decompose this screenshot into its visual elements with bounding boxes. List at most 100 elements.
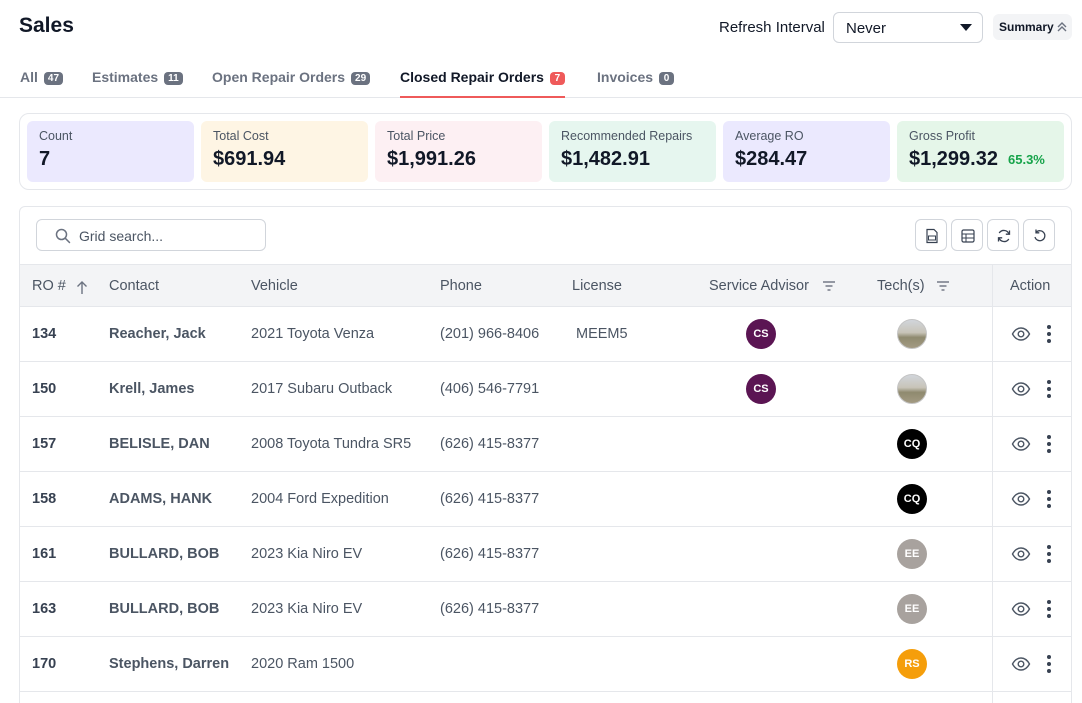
- reset-grid-button[interactable]: [1023, 219, 1055, 251]
- tech-avatar: EE: [897, 539, 927, 569]
- tech-avatar: CQ: [897, 429, 927, 459]
- filter-icon[interactable]: [936, 280, 950, 292]
- summary-toggle-button[interactable]: Summary: [993, 14, 1072, 40]
- more-options-icon[interactable]: [1044, 653, 1054, 675]
- column-header-license[interactable]: License: [572, 278, 622, 294]
- column-header-vehicle[interactable]: Vehicle: [251, 278, 298, 294]
- vehicle: 2004 Ford Expedition: [251, 491, 389, 507]
- sort-ascending-icon: [77, 281, 87, 294]
- ro-number[interactable]: 158: [32, 491, 57, 507]
- tech-avatar: CQ: [897, 484, 927, 514]
- undo-icon: [1034, 229, 1046, 242]
- view-eye-icon[interactable]: [1011, 599, 1031, 619]
- tech-avatar: RS: [897, 649, 927, 679]
- vehicle: 2023 Kia Niro EV: [251, 546, 363, 562]
- tab-label: Estimates: [92, 69, 159, 85]
- kpi-value: $284.47: [735, 148, 808, 170]
- kpi-percentage: 65.3%: [1008, 152, 1045, 167]
- refresh-grid-button[interactable]: [987, 219, 1019, 251]
- page-header: Sales Refresh Interval Never Summary: [0, 0, 1082, 56]
- tab-count-badge: 29: [351, 72, 371, 85]
- kpi-label: Total Price: [387, 129, 446, 143]
- more-options-icon[interactable]: [1044, 598, 1054, 620]
- kpi-card-average-ro: Average RO $284.47: [723, 121, 890, 182]
- column-header-contact[interactable]: Contact: [109, 278, 159, 294]
- table-row[interactable]: 158 ADAMS, HANK 2004 Ford Expedition (62…: [20, 472, 1071, 527]
- column-header-ro[interactable]: RO #: [32, 278, 87, 294]
- filter-icon[interactable]: [822, 280, 836, 292]
- tab-label: Open Repair Orders: [212, 69, 346, 85]
- tab-count-badge: 11: [164, 72, 183, 85]
- column-header-techs[interactable]: Tech(s): [877, 278, 949, 294]
- more-options-icon[interactable]: [1044, 323, 1054, 345]
- tab-invoices[interactable]: Invoices 0: [597, 69, 675, 98]
- more-options-icon[interactable]: [1044, 543, 1054, 565]
- tab-estimates[interactable]: Estimates 11: [92, 69, 183, 98]
- tab-count-badge: 7: [549, 72, 565, 85]
- contact-name: Reacher, Jack: [109, 326, 206, 342]
- more-options-icon[interactable]: [1044, 433, 1054, 455]
- tab-all[interactable]: All 47: [20, 69, 64, 98]
- kpi-card-recommended-repairs: Recommended Repairs $1,482.91: [549, 121, 716, 182]
- vehicle: 2008 Toyota Tundra SR5: [251, 436, 412, 452]
- view-eye-icon[interactable]: [1011, 324, 1031, 344]
- table-row[interactable]: 170 Stephens, Darren 2020 Ram 1500 RS: [20, 637, 1071, 692]
- ro-number[interactable]: 157: [32, 436, 57, 452]
- page-title: Sales: [19, 14, 74, 37]
- kpi-label: Gross Profit: [909, 129, 975, 143]
- view-eye-icon[interactable]: [1011, 379, 1031, 399]
- view-eye-icon[interactable]: [1011, 654, 1031, 674]
- summary-label: Summary: [999, 20, 1054, 34]
- table-row[interactable]: 163 BULLARD, BOB 2023 Kia Niro EV (626) …: [20, 582, 1071, 637]
- column-header-phone[interactable]: Phone: [440, 278, 482, 294]
- phone: (406) 546-7791: [440, 381, 540, 397]
- export-spreadsheet-button[interactable]: [951, 219, 983, 251]
- kpi-label: Recommended Repairs: [561, 129, 693, 143]
- ro-number[interactable]: 150: [32, 381, 57, 397]
- refresh-interval-label: Refresh Interval: [719, 19, 825, 36]
- tab-label: Closed Repair Orders: [400, 69, 544, 85]
- contact-name: BELISLE, DAN: [109, 436, 210, 452]
- export-pdf-button[interactable]: [915, 219, 947, 251]
- table-row[interactable]: 161 BULLARD, BOB 2023 Kia Niro EV (626) …: [20, 527, 1071, 582]
- phone: (201) 966-8406: [440, 326, 540, 342]
- summary-panel: Count 7 Total Cost $691.94 Total Price $…: [19, 113, 1072, 190]
- grid-search-input[interactable]: [79, 226, 259, 246]
- ro-number[interactable]: 163: [32, 601, 57, 617]
- kpi-card-count: Count 7: [27, 121, 194, 182]
- spreadsheet-icon: [961, 229, 975, 243]
- column-header-service-advisor[interactable]: Service Advisor: [709, 278, 835, 294]
- repair-orders-grid: RO # Contact Vehicle Phone License Servi…: [19, 206, 1072, 703]
- license: MEEM5: [576, 326, 628, 342]
- view-eye-icon[interactable]: [1011, 544, 1031, 564]
- tech-avatar: EE: [897, 594, 927, 624]
- tab-closed-repair-orders[interactable]: Closed Repair Orders 7: [400, 69, 565, 98]
- table-row[interactable]: 157 BELISLE, DAN 2008 Toyota Tundra SR5 …: [20, 417, 1071, 472]
- kpi-card-total-cost: Total Cost $691.94: [201, 121, 368, 182]
- kpi-label: Average RO: [735, 129, 804, 143]
- refresh-interval-select[interactable]: Never: [833, 12, 983, 43]
- kpi-value: $1,299.32: [909, 148, 998, 170]
- vehicle: 2017 Subaru Outback: [251, 381, 393, 397]
- tab-label: Invoices: [597, 69, 654, 85]
- kpi-value: $691.94: [213, 148, 286, 170]
- tab-label: All: [20, 69, 38, 85]
- tab-open-repair-orders[interactable]: Open Repair Orders 29: [212, 69, 371, 98]
- contact-name: BULLARD, BOB: [109, 601, 220, 617]
- ro-number[interactable]: 170: [32, 656, 57, 672]
- kpi-value: $1,482.91: [561, 148, 650, 170]
- view-eye-icon[interactable]: [1011, 434, 1031, 454]
- grid-search-box[interactable]: [36, 219, 266, 251]
- ro-number[interactable]: 161: [32, 546, 57, 562]
- more-options-icon[interactable]: [1044, 488, 1054, 510]
- kpi-card-gross-profit: Gross Profit $1,299.32 65.3%: [897, 121, 1064, 182]
- more-options-icon[interactable]: [1044, 378, 1054, 400]
- vehicle: 2021 Toyota Venza: [251, 326, 375, 342]
- tab-count-badge: 0: [659, 72, 675, 85]
- ro-number[interactable]: 134: [32, 326, 57, 342]
- view-eye-icon[interactable]: [1011, 489, 1031, 509]
- table-row[interactable]: 150 Krell, James 2017 Subaru Outback (40…: [20, 362, 1071, 417]
- contact-name: Stephens, Darren: [109, 656, 230, 672]
- phone: (626) 415-8377: [440, 601, 540, 617]
- table-row[interactable]: 134 Reacher, Jack 2021 Toyota Venza (201…: [20, 307, 1071, 362]
